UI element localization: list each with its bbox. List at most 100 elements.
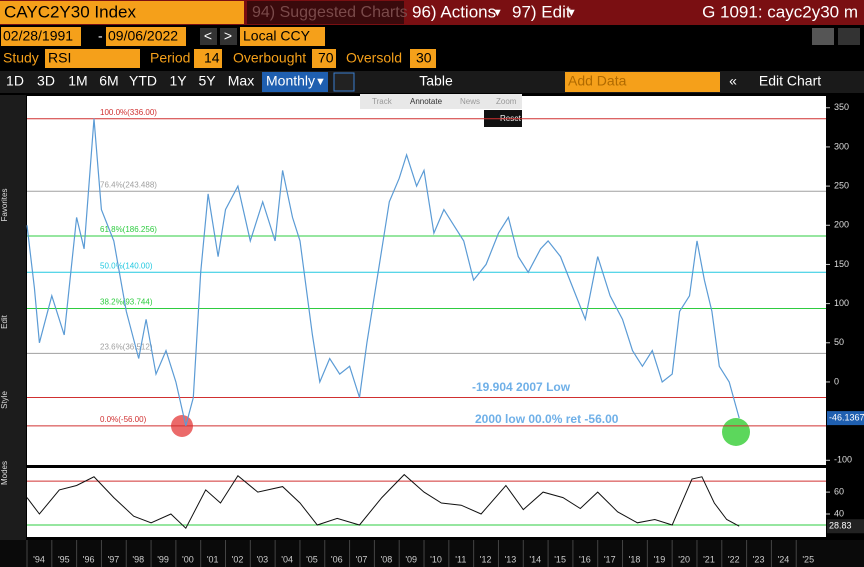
period-button[interactable]: Max [228, 73, 254, 89]
annotation: -19.904 2007 Low [472, 380, 571, 394]
dropdown-arrow: ▼ [566, 7, 577, 19]
add-data-field[interactable] [565, 72, 720, 92]
line-chart-icon[interactable] [333, 72, 355, 92]
edit-menu[interactable]: 97) Edit [512, 2, 571, 21]
redo-button[interactable] [838, 28, 860, 45]
x-tick-label: '14 [529, 554, 541, 564]
period-button[interactable]: 3D [37, 73, 55, 89]
currency: Local CCY [243, 28, 311, 44]
x-tick-label: '23 [753, 554, 765, 564]
x-tick-label: '98 [132, 554, 144, 564]
collapse-icon[interactable]: « [729, 73, 737, 89]
x-tick-label: '24 [778, 554, 790, 564]
x-tick-label: '97 [108, 554, 120, 564]
x-tick-label: '99 [157, 554, 169, 564]
period-field[interactable] [194, 49, 222, 68]
oversold-value: 30 [416, 50, 432, 66]
start-date: 02/28/1991 [3, 28, 73, 44]
x-tick-label: '20 [678, 554, 690, 564]
x-axis-strip [0, 540, 864, 567]
dropdown-arrow: ▼ [315, 76, 326, 88]
actions-menu[interactable]: 96) Actions [412, 2, 496, 21]
period-button[interactable]: YTD [129, 73, 157, 89]
y-tick-label: 100 [834, 298, 849, 308]
date-separator: - [98, 28, 103, 44]
x-tick-label: '03 [256, 554, 268, 564]
x-tick-label: '21 [703, 554, 715, 564]
annotate-tool[interactable]: Track [372, 97, 393, 106]
annotation: 2000 low 00.0% ret -56.00 [475, 412, 619, 426]
y-tick-label: 350 [834, 102, 849, 112]
prev-icon: < [204, 28, 212, 44]
y-tick-label: 60 [834, 486, 844, 496]
x-tick-label: '25 [802, 554, 814, 564]
x-tick-label: '01 [207, 554, 219, 564]
side-label: Modes [0, 461, 9, 485]
annotate-tool[interactable]: Annotate [410, 97, 443, 106]
rsi-plot [27, 468, 826, 537]
period-button[interactable]: 6M [99, 73, 118, 89]
side-label: Edit [0, 314, 9, 329]
y-tick-label: 250 [834, 180, 849, 190]
edit-chart-button[interactable]: Edit Chart [759, 73, 821, 89]
annotate-bar [360, 94, 522, 109]
current-marker [722, 418, 750, 446]
x-tick-label: '19 [653, 554, 665, 564]
x-tick-label: '96 [83, 554, 95, 564]
last-value-label: -46.1367 [829, 412, 864, 422]
suggested-charts: 94) Suggested Charts [252, 4, 408, 21]
oversold-field[interactable] [410, 49, 436, 68]
fib-label: 50.0%(140.00) [100, 261, 153, 270]
x-tick-label: '08 [381, 554, 393, 564]
period-button[interactable]: 5Y [198, 73, 216, 89]
next-icon: > [224, 28, 232, 44]
next-button[interactable] [220, 28, 237, 45]
period-label: Period [150, 50, 190, 66]
overbought-label: Overbought [233, 50, 306, 66]
y-tick-label: 200 [834, 220, 849, 230]
fib-label: 0.0%(-56.00) [100, 415, 147, 424]
y-tick-label: 50 [834, 337, 844, 347]
annotate-tool[interactable]: News [460, 97, 480, 106]
security-field[interactable] [0, 1, 244, 24]
right-axis [826, 96, 864, 537]
x-tick-label: '11 [455, 554, 466, 564]
overbought-field[interactable] [312, 49, 336, 68]
start-date-field[interactable] [1, 27, 81, 46]
period-button[interactable]: 1Y [169, 73, 187, 89]
x-tick-label: '12 [480, 554, 492, 564]
x-tick-label: '05 [306, 554, 318, 564]
x-tick-label: '00 [182, 554, 194, 564]
last-value-box [827, 411, 864, 426]
table-button[interactable]: Table [419, 73, 453, 89]
undo-button[interactable] [812, 28, 834, 45]
study-value: RSI [48, 50, 71, 66]
end-date-field[interactable] [106, 27, 186, 46]
period-button[interactable]: 1M [68, 73, 87, 89]
x-tick-label: '18 [629, 554, 641, 564]
frequency-button[interactable] [262, 72, 328, 92]
prev-button[interactable] [200, 28, 217, 45]
x-tick-label: '06 [331, 554, 343, 564]
period-button[interactable]: 1D [6, 73, 24, 89]
annotate-tool[interactable]: Zoom [496, 97, 517, 106]
fib-label: 100.0%(336.00) [100, 108, 157, 117]
fib-label: 61.8%(186.256) [100, 225, 157, 234]
study-field[interactable] [45, 49, 140, 68]
suggested-button[interactable] [247, 1, 404, 24]
data-line [26, 118, 740, 426]
add-data: Add Data [568, 73, 627, 89]
overbought-value: 70 [318, 50, 334, 66]
data-line [26, 473, 740, 530]
x-tick-label: '94 [33, 554, 45, 564]
x-tick-label: '10 [430, 554, 442, 564]
x-tick-label: '15 [554, 554, 566, 564]
fib-label: 38.2%(93.744) [100, 298, 153, 307]
x-tick-label: '09 [405, 554, 417, 564]
fib-label: 23.6%(36.512) [100, 342, 153, 351]
x-tick-label: '07 [356, 554, 368, 564]
y-tick-label: 0 [834, 376, 839, 386]
currency-field[interactable] [240, 27, 325, 46]
side-label: Favorites [0, 189, 9, 222]
